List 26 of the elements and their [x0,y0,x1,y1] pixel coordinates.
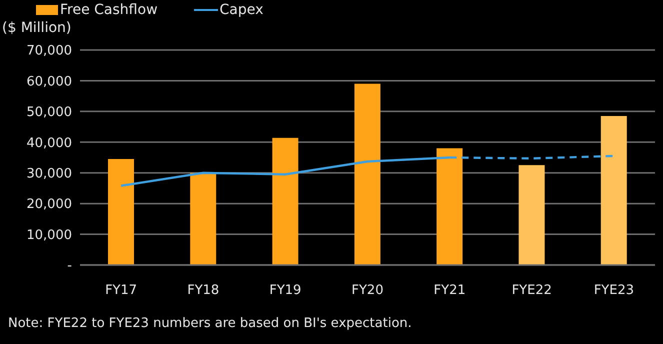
bar [600,116,627,265]
y-axis-title: ($ Million) [2,20,72,36]
bar [354,84,380,265]
y-tick-label: 60,000 [26,74,72,90]
bar [190,172,216,265]
text: Note: FYE22 to FYE23 numbers are based on BI's expectation. [8,316,412,331]
y-tick-label: 10,000 [26,228,72,243]
legend-label: Free Cashflow [60,2,158,18]
x-tick-label: FY17 [105,283,138,298]
y-tick-label: 40,000 [26,136,72,151]
bar [436,148,463,265]
x-tick-label: FY18 [187,283,220,298]
x-tick-label: FY20 [352,283,384,298]
y-tick-label: - [67,258,72,274]
y-tick-label: 20,000 [26,197,72,212]
legend-label: Capex [220,2,264,18]
bar [272,138,298,265]
x-tick-label: FYE22 [512,283,552,298]
x-tick-label: FY19 [269,283,302,298]
bar [108,159,134,265]
x-tick-label: FYE23 [594,283,634,298]
x-tick-label: FY21 [434,283,466,298]
y-tick-label: 50,000 [26,105,72,120]
y-tick-label: 30,000 [26,166,72,182]
bar [518,165,545,265]
y-tick-label: 70,000 [26,44,72,59]
